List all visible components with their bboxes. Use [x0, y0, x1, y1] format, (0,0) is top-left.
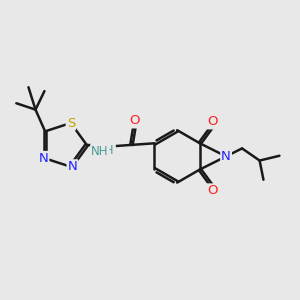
- Text: N: N: [39, 152, 48, 165]
- Text: NH: NH: [91, 145, 109, 158]
- Text: N: N: [68, 160, 77, 173]
- Text: O: O: [129, 114, 140, 128]
- Text: O: O: [207, 184, 217, 197]
- Text: O: O: [207, 116, 217, 128]
- Text: S: S: [67, 116, 75, 130]
- Text: NH: NH: [97, 144, 115, 157]
- Text: N: N: [221, 150, 231, 163]
- Text: NH: NH: [97, 144, 115, 157]
